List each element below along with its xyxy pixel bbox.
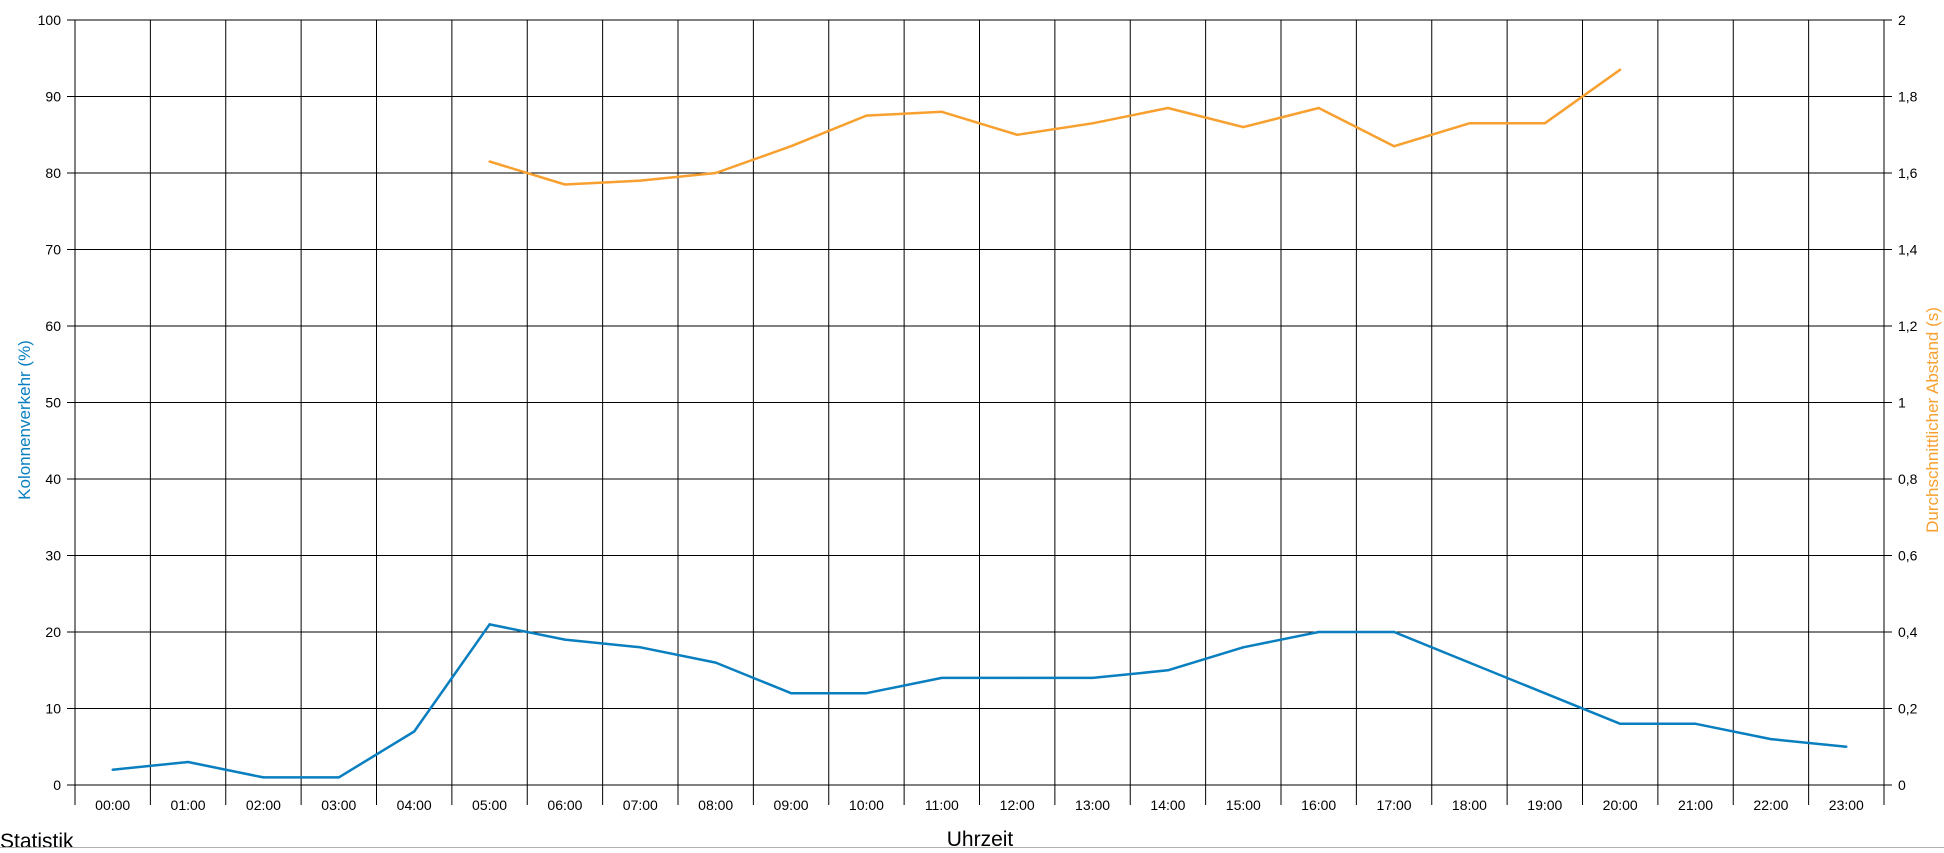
kolonnen-point [1091,676,1094,680]
kolonnen-point [1845,745,1848,748]
abstand-point [563,183,567,186]
right-tick-label: 0 [1898,777,1906,793]
kolonnen-point [1769,737,1773,741]
x-tick-label: 22:00 [1753,797,1788,813]
right-tick-label: 0,6 [1898,548,1918,564]
kolonnen-series-line [112,623,1847,779]
x-tick-label: 00:00 [95,797,130,813]
left-tick-label: 80 [45,165,61,181]
kolonnen-point [865,692,868,695]
grid-lines [74,19,1885,805]
x-tick-label: 21:00 [1678,797,1713,813]
left-tick-label: 50 [45,395,61,411]
kolonnen-point [1166,669,1170,672]
x-tick-label: 14:00 [1150,797,1185,813]
x-tick-label: 20:00 [1603,797,1638,813]
kolonnen-point [714,661,717,664]
left-tick-label: 100 [38,12,62,28]
kolonnen-point [940,676,944,680]
right-tick-label: 1,8 [1898,89,1918,105]
x-tick-label: 08:00 [698,797,733,813]
kolonnen-point [412,730,416,733]
x-tick-label: 02:00 [246,797,281,813]
x-tick-label: 18:00 [1452,797,1487,813]
x-axis-title: Uhrzeit [947,828,1014,849]
series-lines [111,68,1848,779]
abstand-point [1618,68,1622,71]
x-tick-label: 17:00 [1377,797,1412,813]
left-tick-label: 90 [45,89,61,105]
right-tick-label: 2 [1898,12,1906,28]
kolonnen-point [488,623,491,626]
right-tick-label: 0,4 [1898,624,1918,640]
kolonnen-point [789,692,793,695]
kolonnen-point [639,646,642,649]
x-tick-label: 03:00 [321,797,356,813]
right-y-axis-ticks: 0 0,2 0,4 0,6 0,8 1 1,2 1,4 1,6 1,8 2 [1884,12,1918,793]
kolonnen-point [1242,646,1245,649]
left-tick-label: 0 [53,777,61,793]
kolonnen-point [563,638,567,641]
kolonnen-point [111,768,114,771]
statistik-label: Statistik [0,830,74,853]
left-tick-label: 30 [45,548,61,564]
left-y-axis-title: Kolonnenverkehr (%) [15,340,34,500]
right-tick-label: 0,2 [1898,701,1918,717]
abstand-point [1015,133,1019,136]
kolonnen-point [337,776,341,779]
abstand-point [789,145,793,148]
right-y-axis-title: Durchschnittlicher Abstand (s) [1923,307,1942,533]
x-tick-label: 11:00 [925,797,959,813]
right-tick-label: 1,6 [1898,165,1918,181]
right-tick-label: 0,8 [1898,471,1918,487]
left-y-axis-ticks: 0 10 20 30 40 50 60 70 80 90 100 [38,12,75,793]
abstand-point [1166,106,1170,110]
x-tick-label: 04:00 [397,797,432,813]
bottom-divider [0,847,1944,848]
x-tick-label: 07:00 [623,797,658,813]
kolonnen-point [262,776,265,779]
x-tick-label: 05:00 [472,797,507,813]
right-tick-label: 1,4 [1898,242,1918,258]
x-axis-ticks: 00:00 01:00 02:00 03:00 04:00 05:00 06:00 07:00… [95,797,1864,813]
kolonnen-point [1694,722,1697,725]
abstand-point [1242,125,1245,129]
left-tick-label: 20 [45,624,61,640]
abstand-point [1543,122,1547,125]
kolonnen-point [1468,661,1471,664]
x-tick-label: 16:00 [1301,797,1336,813]
abstand-point [714,171,717,175]
abstand-point [1317,106,1320,110]
x-tick-label: 12:00 [1000,797,1035,813]
kolonnen-point [1543,692,1547,695]
kolonnen-point [1317,630,1320,634]
abstand-point [940,110,944,114]
abstand-point [1392,145,1396,148]
right-tick-label: 1,2 [1898,318,1918,334]
x-tick-label: 10:00 [849,797,884,813]
x-tick-label: 19:00 [1527,797,1562,813]
x-tick-label: 23:00 [1829,797,1864,813]
left-tick-label: 70 [45,242,61,258]
kolonnen-point [186,760,190,764]
left-tick-label: 60 [45,318,61,334]
x-tick-label: 09:00 [774,797,809,813]
right-tick-label: 1 [1898,395,1906,411]
abstand-point [865,114,868,117]
x-tick-label: 13:00 [1075,797,1110,813]
x-tick-label: 15:00 [1226,797,1261,813]
x-tick-label: 06:00 [547,797,582,813]
left-tick-label: 40 [45,471,61,487]
abstand-point [639,179,642,182]
abstand-series-line [489,68,1621,186]
abstand-point [488,160,491,163]
kolonnen-point [1015,676,1019,680]
x-tick-label: 01:00 [171,797,206,813]
kolonnen-point [1392,630,1396,634]
abstand-point [1091,122,1094,125]
abstand-point [1468,122,1471,125]
left-tick-label: 10 [45,701,61,717]
kolonnen-point [1618,722,1622,725]
